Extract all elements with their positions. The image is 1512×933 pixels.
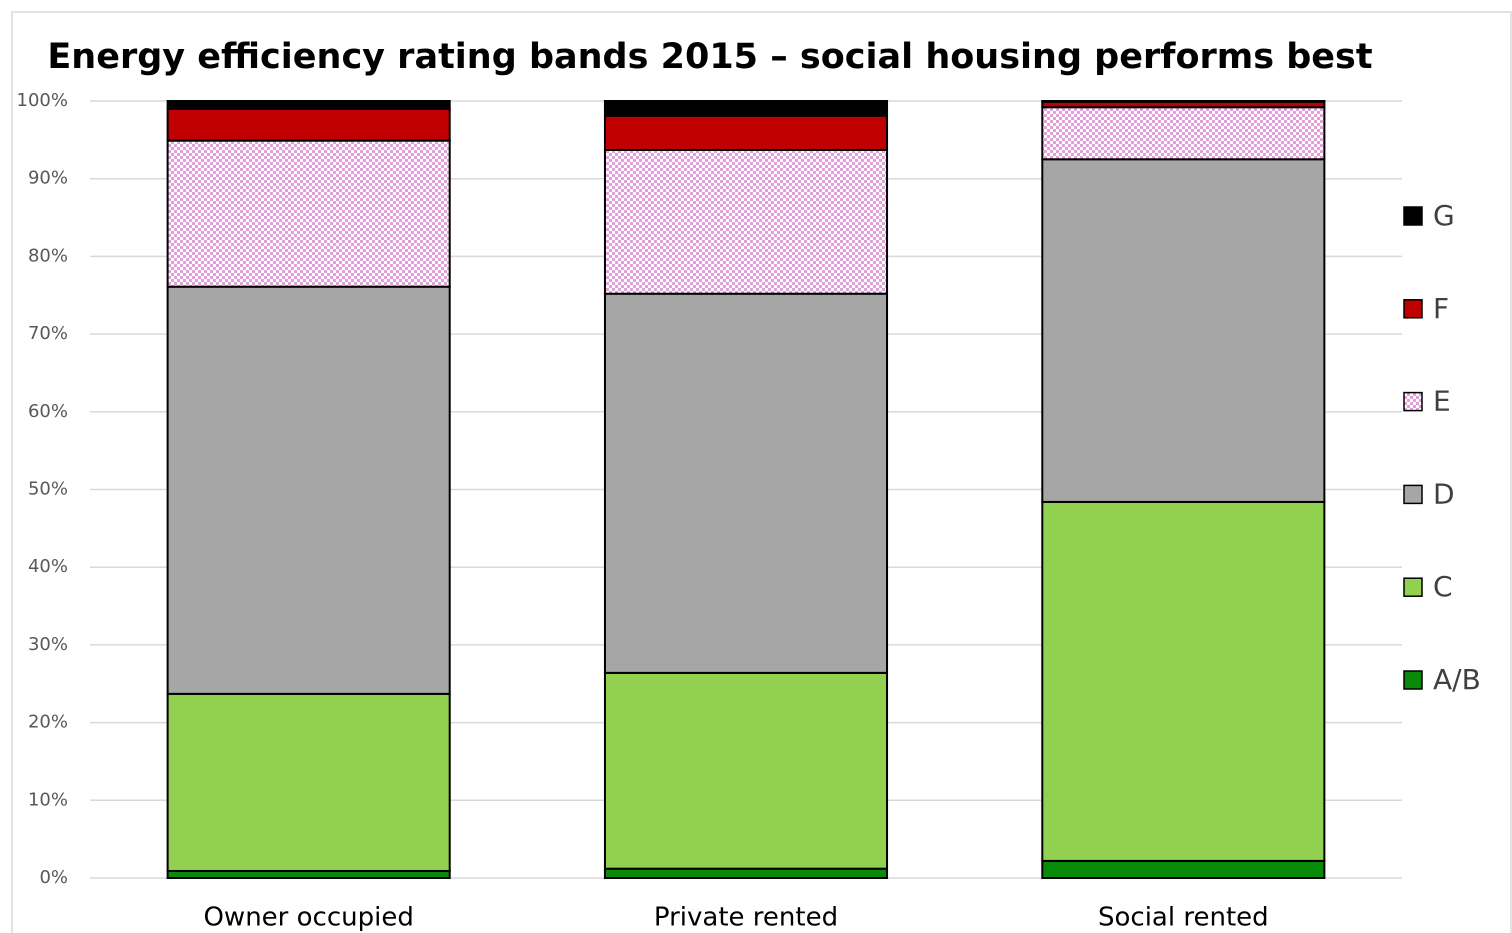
bar-segment: [1041, 500, 1326, 862]
y-tick-label: 40%: [28, 556, 68, 577]
legend-label: E: [1433, 385, 1451, 418]
bar-segment: [166, 285, 451, 695]
bar-segment: [1041, 859, 1326, 880]
legend-label: F: [1433, 292, 1449, 325]
legend-swatch: [1403, 484, 1423, 505]
legend-item: A/B: [1403, 663, 1481, 696]
bar-segment: [603, 114, 889, 151]
bar-segment: [603, 867, 889, 880]
bar-segment: [603, 148, 889, 295]
y-tick-label: 30%: [28, 634, 68, 655]
y-tick-label: 80%: [28, 245, 68, 266]
bar-segment: [603, 100, 889, 117]
legend-item: F: [1403, 292, 1449, 325]
bar-segment: [603, 671, 889, 870]
legend-item: C: [1403, 570, 1453, 603]
y-tick-label: 90%: [28, 168, 68, 189]
y-tick-label: 100%: [17, 90, 68, 111]
bar-segment: [1041, 158, 1326, 503]
y-tick-label: 50%: [28, 479, 68, 500]
legend-label: G: [1433, 199, 1455, 232]
y-tick-label: 60%: [28, 401, 68, 422]
legend-swatch: [1403, 299, 1423, 319]
legend-swatch: [1403, 670, 1423, 690]
x-tick-label: Private rented: [654, 903, 838, 933]
bar-segment: [166, 100, 451, 110]
y-tick-label: 70%: [28, 323, 68, 344]
legend-label: A/B: [1433, 663, 1481, 696]
bar-segment: [166, 107, 451, 142]
bar-segment: [1041, 100, 1326, 103]
chart-title: Energy efficiency rating bands 2015 – so…: [47, 37, 1372, 77]
bar-segment: [166, 692, 451, 873]
legend-label: C: [1433, 570, 1453, 603]
legend-swatch: [1403, 577, 1423, 597]
legend-swatch: [1403, 391, 1423, 412]
legend-swatch: [1403, 206, 1423, 226]
legend-label: D: [1433, 477, 1455, 510]
bar-segment: [603, 292, 889, 674]
y-tick-label: 10%: [28, 789, 68, 810]
bar-segment: [1041, 106, 1326, 161]
bar-segment: [166, 139, 451, 288]
y-tick-label: 0%: [39, 867, 68, 888]
legend-item: D: [1403, 477, 1455, 510]
x-tick-label: Social rented: [1098, 903, 1269, 933]
legend-item: G: [1403, 199, 1455, 232]
legend-item: E: [1403, 385, 1451, 418]
x-tick-label: Owner occupied: [203, 903, 413, 933]
y-tick-label: 20%: [28, 712, 68, 733]
bar-segment: [166, 870, 451, 880]
